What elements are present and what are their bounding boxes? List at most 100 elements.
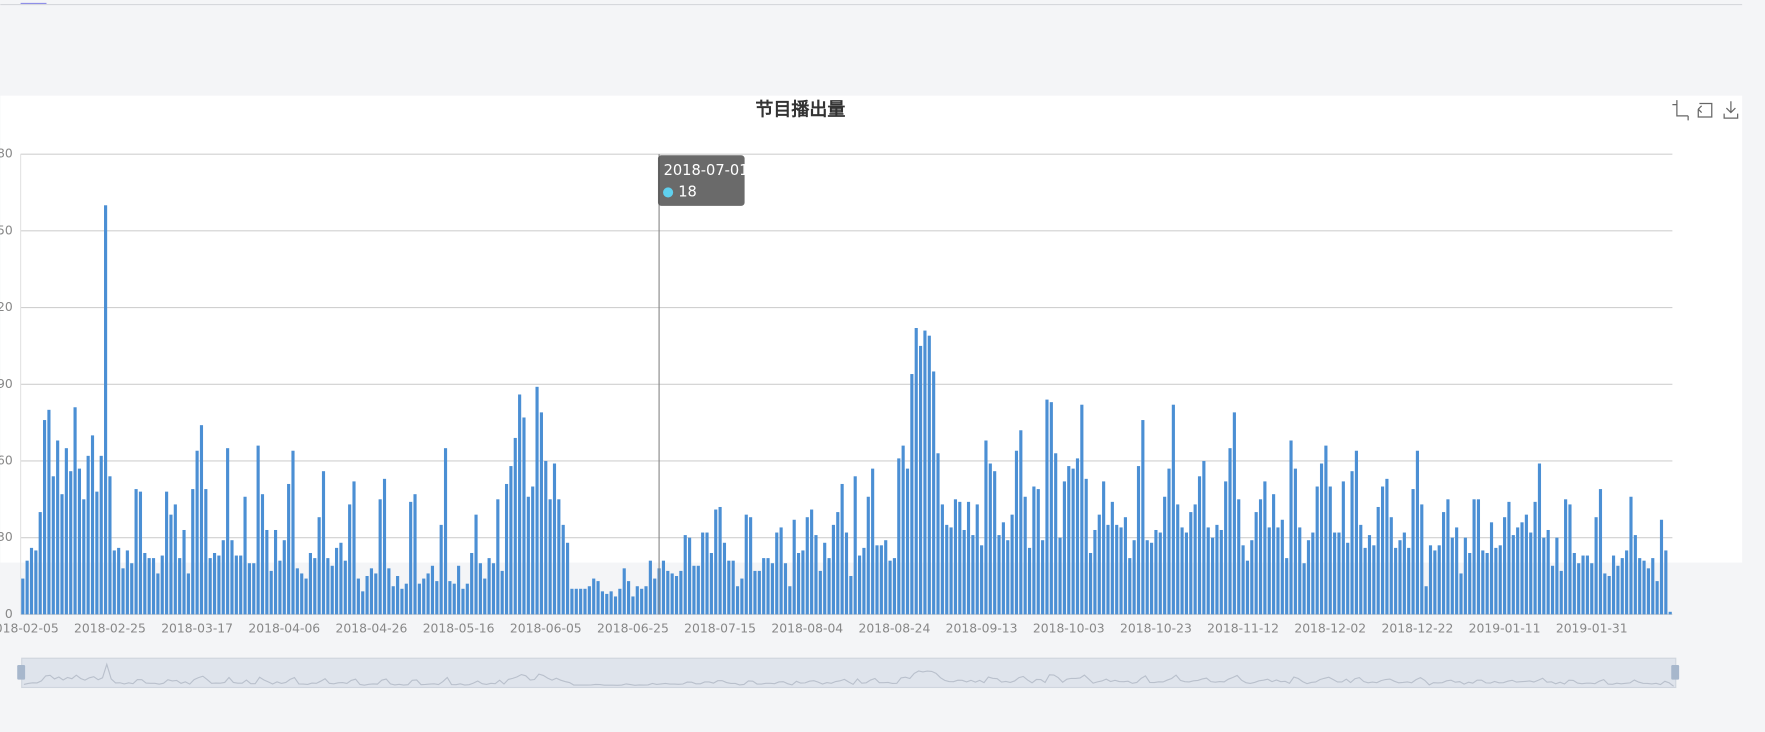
bar — [252, 563, 256, 615]
bar — [1668, 611, 1672, 615]
bar — [391, 586, 395, 615]
bar — [1398, 540, 1402, 615]
bar — [313, 558, 317, 615]
bar — [461, 588, 465, 615]
bar — [1032, 486, 1036, 615]
bar — [1511, 535, 1515, 615]
bar — [557, 499, 561, 615]
bar — [783, 563, 788, 615]
bar — [1202, 460, 1206, 615]
x-tick-label: 2018-11-12 — [1207, 621, 1279, 635]
bar — [749, 517, 753, 615]
datazoom-handle[interactable] — [1671, 664, 1680, 680]
x-tick-label: 2018-04-26 — [336, 621, 408, 635]
bar — [1189, 512, 1193, 615]
bar — [735, 586, 740, 615]
bar — [1559, 570, 1563, 615]
bar — [1367, 535, 1372, 615]
bar — [1245, 560, 1250, 615]
bar — [69, 471, 73, 615]
bar — [905, 468, 910, 615]
download-icon[interactable] — [1723, 101, 1739, 119]
bar — [77, 468, 82, 615]
bar — [583, 588, 587, 615]
bar — [160, 555, 164, 615]
bar — [792, 519, 796, 615]
bar — [522, 417, 526, 615]
bar — [86, 455, 90, 615]
y-tick-label: 0 — [5, 607, 13, 621]
bar — [382, 478, 387, 615]
bar — [962, 529, 966, 615]
bar — [182, 529, 186, 615]
bar — [661, 560, 666, 615]
bar — [1263, 481, 1267, 615]
x-tick-label: 2018-06-05 — [510, 621, 582, 635]
bar — [1546, 529, 1550, 615]
bar — [1176, 504, 1180, 615]
bar — [186, 573, 190, 615]
bar — [1603, 573, 1607, 615]
bar — [1625, 550, 1629, 615]
bar — [1293, 468, 1297, 615]
bar — [766, 558, 770, 615]
bar — [714, 509, 718, 615]
bar — [413, 494, 417, 615]
bar — [265, 529, 269, 615]
bar — [1585, 555, 1589, 615]
bar — [927, 335, 931, 615]
bar — [1049, 402, 1053, 615]
bar — [1616, 565, 1620, 615]
bar — [1241, 545, 1245, 615]
x-tick-label: 2018-02-25 — [74, 621, 146, 635]
bar — [688, 537, 692, 615]
bar — [1180, 527, 1184, 615]
bar — [535, 386, 539, 615]
bar — [1629, 496, 1633, 615]
bar — [300, 573, 304, 615]
bar — [1638, 558, 1642, 615]
bar — [1237, 499, 1241, 615]
bar — [1136, 466, 1141, 615]
bar — [1337, 532, 1341, 615]
bar — [73, 407, 77, 615]
tooltip: 2018-07-01 18 — [657, 154, 748, 615]
bar — [1267, 527, 1271, 615]
bar — [796, 552, 801, 615]
bar — [51, 476, 55, 615]
bar — [910, 374, 914, 615]
bar — [879, 545, 883, 615]
bar — [1027, 547, 1032, 615]
bar — [1550, 565, 1555, 615]
bar — [788, 586, 792, 615]
bar — [21, 578, 25, 615]
bar — [840, 483, 844, 615]
bar — [1524, 514, 1528, 615]
bar — [1298, 527, 1302, 615]
bar — [1036, 489, 1040, 615]
bar — [1455, 527, 1459, 615]
bar — [814, 535, 818, 615]
bar — [156, 573, 160, 615]
bar — [731, 560, 735, 615]
datazoom-handle[interactable] — [17, 664, 26, 680]
bar — [1289, 440, 1293, 615]
x-tick-label: 2018-12-02 — [1294, 621, 1366, 635]
y-tick-label: 180 — [0, 147, 13, 161]
bar — [1346, 542, 1350, 615]
bar — [1093, 529, 1097, 615]
bar — [1232, 412, 1236, 615]
x-tick-label: 2018-08-24 — [859, 621, 931, 635]
y-tick-label: 30 — [0, 530, 13, 544]
zoom-icon[interactable] — [1672, 100, 1689, 121]
bar — [29, 547, 34, 615]
bar — [1516, 527, 1520, 615]
bar — [1197, 476, 1202, 615]
bar — [1023, 496, 1027, 615]
restore-icon[interactable] — [1697, 102, 1713, 118]
bar — [1045, 399, 1049, 615]
bar — [500, 570, 504, 615]
bar — [374, 573, 378, 615]
bar — [949, 527, 953, 615]
bar — [378, 499, 382, 615]
